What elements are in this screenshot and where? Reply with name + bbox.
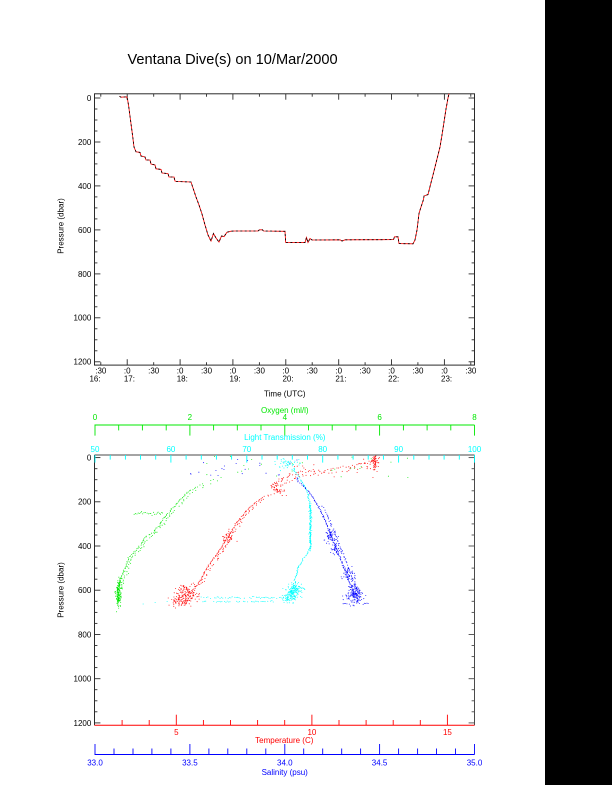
svg-text:800: 800: [78, 630, 92, 639]
svg-text::0: :0: [335, 367, 342, 376]
svg-text:Time (UTC): Time (UTC): [264, 389, 306, 398]
svg-text:1000: 1000: [74, 675, 92, 684]
svg-text:90: 90: [394, 445, 403, 454]
svg-text:17:: 17:: [124, 375, 135, 384]
svg-text::30: :30: [412, 367, 424, 376]
svg-text::0: :0: [124, 367, 131, 376]
svg-text:1200: 1200: [74, 358, 92, 367]
svg-text::30: :30: [465, 367, 477, 376]
svg-text::30: :30: [254, 367, 266, 376]
svg-text:800: 800: [78, 270, 92, 279]
svg-text::30: :30: [95, 367, 107, 376]
svg-text:Light Transmission (%): Light Transmission (%): [244, 433, 326, 442]
svg-text:Ventana Dive(s) on 10/Mar/2000: Ventana Dive(s) on 10/Mar/2000: [128, 52, 338, 68]
svg-text:34.0: 34.0: [277, 759, 293, 768]
svg-text:6: 6: [377, 413, 382, 422]
svg-text:Oxygen (ml/l): Oxygen (ml/l): [261, 406, 309, 415]
svg-text:1000: 1000: [74, 314, 92, 323]
svg-text:1200: 1200: [74, 719, 92, 728]
svg-text::0: :0: [441, 367, 448, 376]
svg-text:10: 10: [307, 728, 316, 737]
svg-text:70: 70: [242, 445, 251, 454]
svg-text::0: :0: [177, 367, 184, 376]
svg-text:Salinity (psu): Salinity (psu): [262, 768, 309, 777]
svg-text:600: 600: [78, 586, 92, 595]
svg-text::0: :0: [230, 367, 237, 376]
svg-text:34.5: 34.5: [372, 759, 388, 768]
svg-text:100: 100: [468, 445, 482, 454]
svg-text:Temperature (C): Temperature (C): [255, 736, 314, 745]
svg-text:15: 15: [443, 728, 452, 737]
svg-text:16:: 16:: [89, 375, 100, 384]
svg-text:0: 0: [93, 413, 98, 422]
svg-text:2: 2: [188, 413, 193, 422]
svg-text:22:: 22:: [388, 375, 399, 384]
svg-text:20:: 20:: [282, 375, 293, 384]
svg-text::30: :30: [148, 367, 160, 376]
svg-text:23:: 23:: [441, 375, 452, 384]
svg-text:33.0: 33.0: [87, 759, 103, 768]
svg-text:400: 400: [78, 182, 92, 191]
svg-text:200: 200: [78, 138, 92, 147]
svg-text::30: :30: [307, 367, 319, 376]
svg-text:Pressure (dbar): Pressure (dbar): [57, 198, 66, 254]
svg-text::0: :0: [388, 367, 395, 376]
svg-text:33.5: 33.5: [182, 759, 198, 768]
svg-text:80: 80: [318, 445, 327, 454]
svg-text:5: 5: [174, 728, 179, 737]
svg-text::30: :30: [360, 367, 372, 376]
svg-text:400: 400: [78, 542, 92, 551]
svg-text:60: 60: [166, 445, 175, 454]
svg-text:600: 600: [78, 226, 92, 235]
svg-text:19:: 19:: [230, 375, 241, 384]
svg-text:0: 0: [87, 94, 92, 103]
svg-text:50: 50: [91, 445, 100, 454]
svg-text:35.0: 35.0: [467, 759, 483, 768]
svg-text::0: :0: [282, 367, 289, 376]
svg-text:4: 4: [283, 413, 288, 422]
svg-text:8: 8: [472, 413, 477, 422]
svg-text:Pressure (dbar): Pressure (dbar): [57, 562, 66, 618]
svg-text:0: 0: [87, 454, 92, 463]
svg-text:21:: 21:: [335, 375, 346, 384]
svg-text::30: :30: [201, 367, 213, 376]
svg-text:18:: 18:: [177, 375, 188, 384]
svg-text:200: 200: [78, 498, 92, 507]
